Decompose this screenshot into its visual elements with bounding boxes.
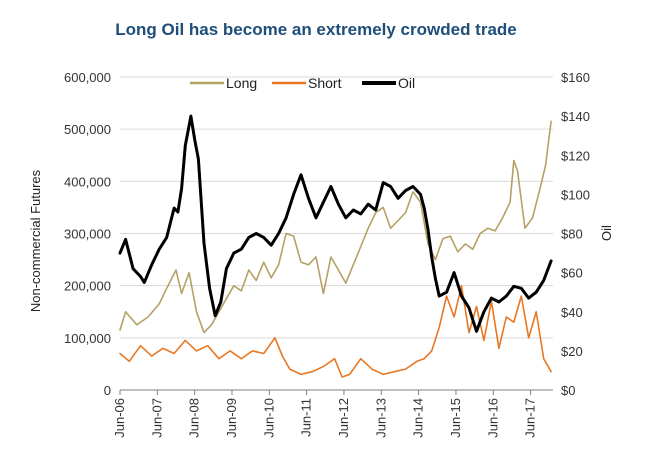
series-lines <box>118 114 553 378</box>
y-axis-title: Non-commercial Futures <box>28 169 43 312</box>
y-tick-label: 300,000 <box>64 227 111 242</box>
y-tick-label: 600,000 <box>64 70 111 85</box>
x-tick-label: Jun-13 <box>373 398 388 438</box>
x-tick-label: Jun-11 <box>299 398 314 437</box>
x-tick-label: Jun-15 <box>448 398 463 438</box>
series-line-oil <box>118 114 553 333</box>
axes: 0 100,000 200,000 300,000 400,000 500,000 600,… <box>64 70 590 438</box>
x-tick-label: Jun-08 <box>187 398 202 438</box>
gridlines <box>120 76 553 339</box>
y2-tick-label: $80 <box>561 227 583 242</box>
y2-tick-label: $120 <box>561 148 590 163</box>
series-line-short <box>119 284 552 378</box>
y2-tick-label: $60 <box>561 266 583 281</box>
x-tick-label: Jun-10 <box>261 398 276 438</box>
y-tick-label: 0 <box>104 383 111 398</box>
x-tick-label: Jun-12 <box>336 398 351 438</box>
legend-label-short: Short <box>308 75 342 91</box>
x-tick-label: Jun-09 <box>224 398 239 438</box>
legend: Long Short Oil <box>190 75 415 91</box>
y2-tick-label: $0 <box>561 383 575 398</box>
x-tick-label: Jun-16 <box>485 398 500 438</box>
y2-tick-label: $100 <box>561 187 590 202</box>
x-tick-label: Jun-07 <box>149 398 164 438</box>
chart-title: Long Oil has become an extremely crowded… <box>115 20 517 39</box>
y2-tick-label: $40 <box>561 305 583 320</box>
x-tick-label: Jun-06 <box>112 398 127 438</box>
y2-tick-label: $20 <box>561 344 583 359</box>
x-tick-label: Jun-14 <box>411 398 426 438</box>
y2-tick-label: $160 <box>561 70 590 85</box>
x-tick-label: Jun-17 <box>523 398 538 438</box>
y-tick-label: 400,000 <box>64 174 111 189</box>
series-line-long <box>119 120 552 334</box>
legend-label-oil: Oil <box>398 75 415 91</box>
y-tick-label: 500,000 <box>64 122 111 137</box>
y-tick-label: 200,000 <box>64 279 111 294</box>
legend-label-long: Long <box>226 75 257 91</box>
y2-axis-title: Oil <box>599 225 614 241</box>
y-tick-label: 100,000 <box>64 331 111 346</box>
y2-tick-label: $140 <box>561 109 590 124</box>
